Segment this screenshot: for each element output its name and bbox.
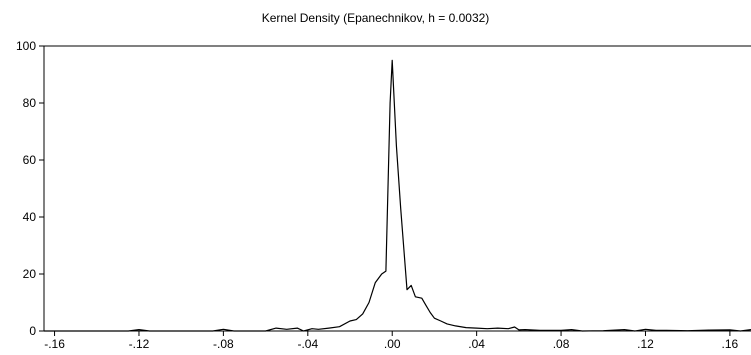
series-layer (44, 59, 751, 332)
ticks-layer: 0 20 40 60 80 100 -.16 -.12 -.08 -.04 .00 .04 .08 .12… (16, 39, 739, 351)
axes-layer (43, 45, 751, 332)
x-tick-label: -.04 (297, 337, 318, 351)
x-tick-label: -.08 (213, 337, 234, 351)
y-tick-label: 100 (16, 39, 36, 53)
x-tick-label: .16 (722, 337, 739, 351)
x-tick-label: .00 (384, 337, 401, 351)
x-tick-label: -.12 (129, 337, 150, 351)
density-line (44, 59, 751, 332)
y-tick-label: 20 (23, 267, 37, 281)
y-tick-label: 40 (23, 210, 37, 224)
x-tick-label: -.16 (44, 337, 65, 351)
x-tick-label: .12 (637, 337, 654, 351)
y-tick-label: 80 (23, 96, 37, 110)
x-tick-label: .08 (553, 337, 570, 351)
x-tick-label: .04 (468, 337, 485, 351)
chart-title: Kernel Density (Epanechnikov, h = 0.0032… (261, 11, 490, 25)
y-tick-label: 60 (23, 153, 37, 167)
y-tick-label: 0 (29, 324, 36, 338)
